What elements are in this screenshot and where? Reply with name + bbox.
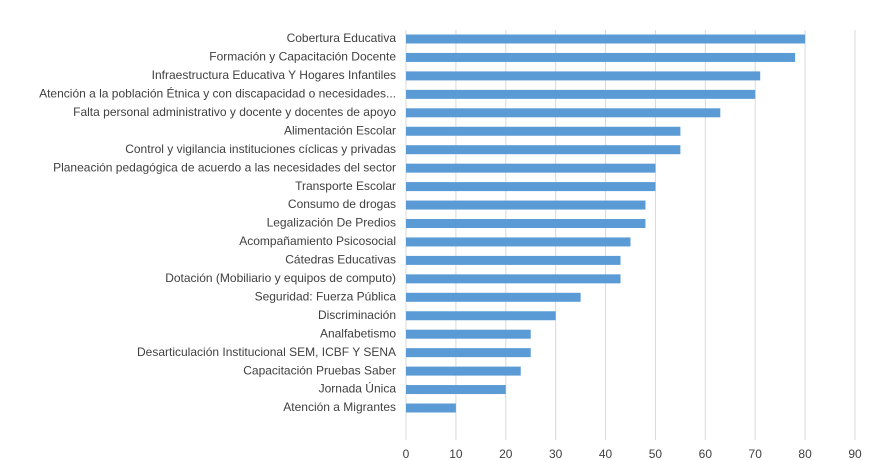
x-tick-label: 20 xyxy=(499,447,513,460)
bar xyxy=(406,163,656,173)
bar xyxy=(406,366,521,376)
x-tick-label: 0 xyxy=(403,447,410,460)
y-tick-label: Seguridad: Fuerza Pública xyxy=(255,289,397,303)
bar xyxy=(406,126,681,136)
y-tick-label: Dotación (Mobiliario y equipos de comput… xyxy=(165,271,396,285)
x-tick-label: 10 xyxy=(449,447,463,460)
bar xyxy=(406,182,656,192)
y-tick-label: Capacitación Pruebas Saber xyxy=(243,363,396,377)
y-tick-label: Acompañamiento Psicosocial xyxy=(239,234,396,248)
y-tick-label: Infraestructura Educativa Y Hogares Infa… xyxy=(152,68,396,82)
y-tick-label: Consumo de drogas xyxy=(288,197,396,211)
y-tick-label: Atención a la población Étnica y con dis… xyxy=(39,86,396,101)
y-tick-label: Planeación pedagógica de acuerdo a las n… xyxy=(53,160,396,174)
y-tick-label: Atención a Migrantes xyxy=(283,400,396,414)
x-tick-label: 50 xyxy=(649,447,663,460)
y-tick-label: Formación y Capacitación Docente xyxy=(209,50,396,64)
y-tick-label: Transporte Escolar xyxy=(295,179,396,193)
y-tick-label: Discriminación xyxy=(318,308,396,322)
bar xyxy=(406,237,631,247)
x-tick-label: 40 xyxy=(599,447,613,460)
x-tick-label: 90 xyxy=(848,447,862,460)
bar xyxy=(406,255,621,265)
bar xyxy=(406,403,456,413)
bar xyxy=(406,292,581,302)
bar xyxy=(406,71,761,81)
bar xyxy=(406,89,756,99)
x-tick-label: 80 xyxy=(798,447,812,460)
bar xyxy=(406,348,531,358)
y-tick-label: Cobertura Educativa xyxy=(287,31,397,45)
bar xyxy=(406,219,646,228)
bar xyxy=(406,52,796,62)
y-tick-label: Cátedras Educativas xyxy=(285,253,396,267)
y-tick-label: Desarticulación Institucional SEM, ICBF … xyxy=(137,345,396,359)
bar xyxy=(406,108,721,118)
bar xyxy=(406,200,646,210)
bar xyxy=(406,145,681,155)
bar xyxy=(406,385,506,395)
x-tick-label: 70 xyxy=(749,447,763,460)
bar xyxy=(406,311,556,321)
y-tick-label: Legalización De Predios xyxy=(267,216,396,230)
y-tick-label: Control y vigilancia instituciones cícli… xyxy=(125,142,396,156)
x-tick-label: 60 xyxy=(699,447,713,460)
y-tick-label: Analfabetismo xyxy=(320,326,396,340)
y-tick-label: Alimentación Escolar xyxy=(284,123,396,137)
bar xyxy=(406,274,621,284)
y-tick-label: Jornada Única xyxy=(319,381,397,396)
y-tick-label: Falta personal administrativo y docente … xyxy=(73,105,396,119)
bar xyxy=(406,34,806,44)
x-tick-label: 30 xyxy=(549,447,563,460)
bar xyxy=(406,329,531,339)
